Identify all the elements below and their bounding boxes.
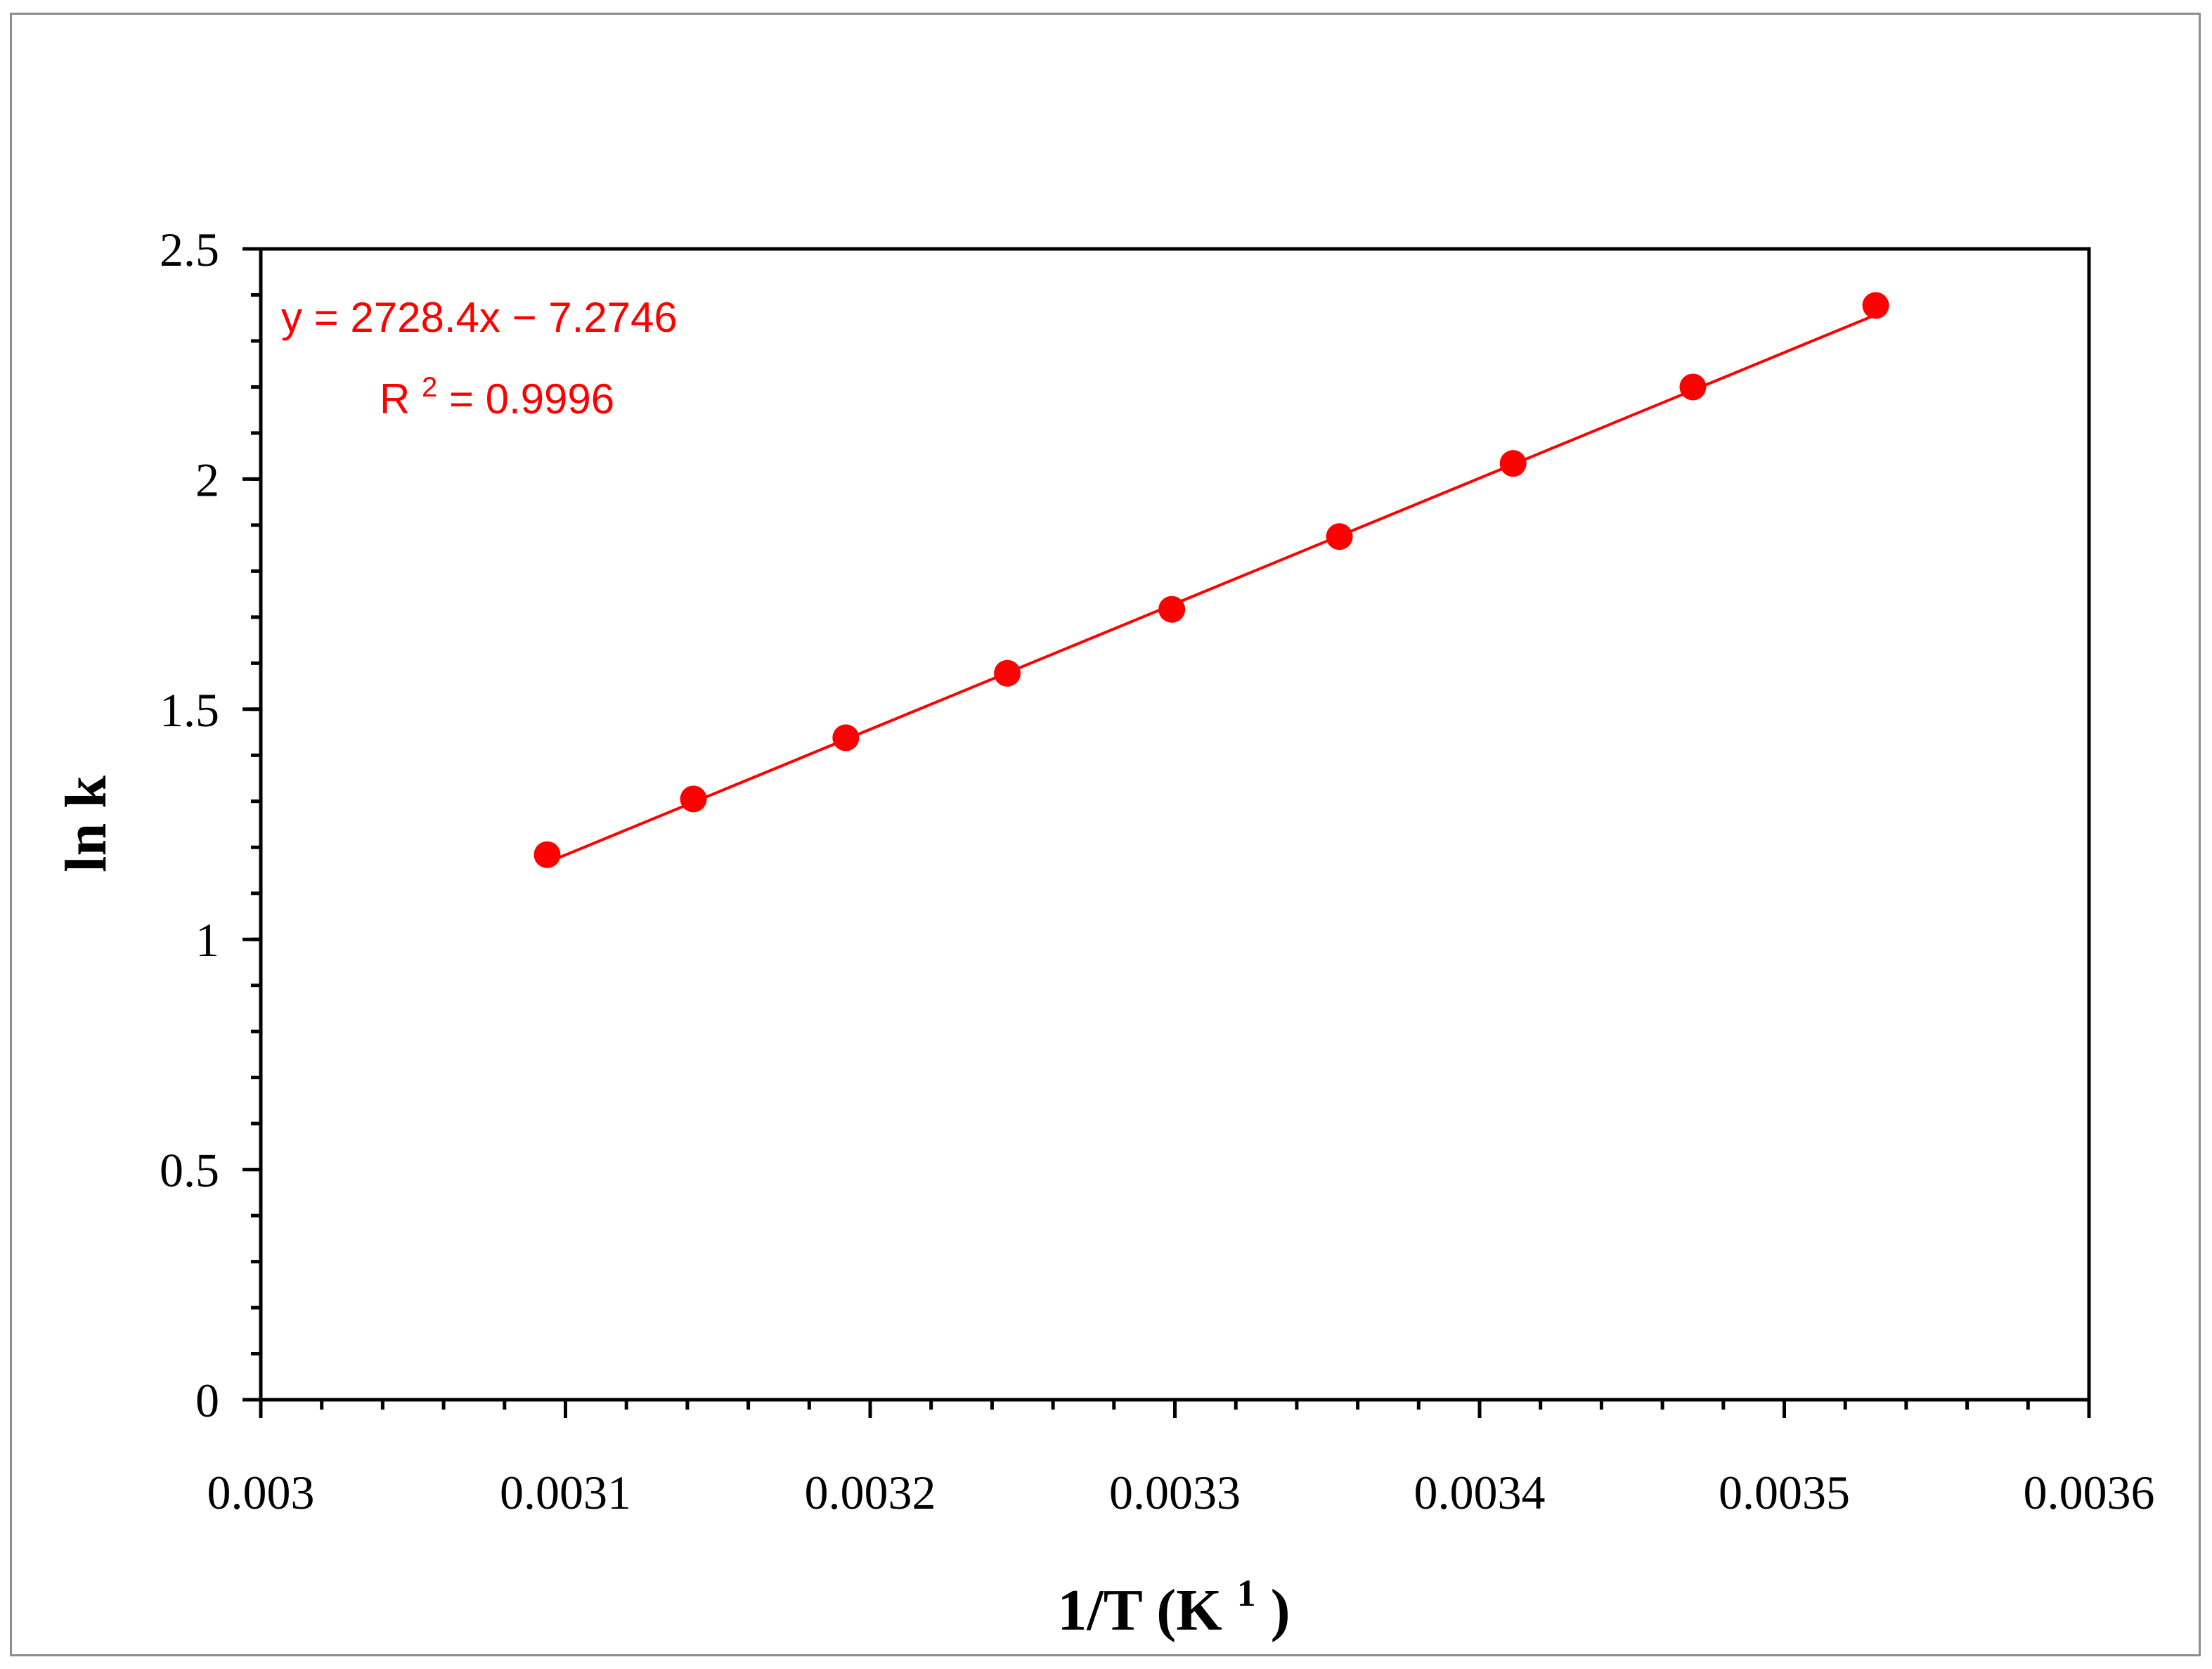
- data-point: [1326, 523, 1353, 550]
- trendline-equation: y = 2728.4x − 7.2746: [281, 294, 678, 341]
- x-axis-label-suffix: ): [1271, 1578, 1291, 1643]
- trendline-r-squared: R 2 = 0.9996: [380, 359, 614, 423]
- x-axis: 0.003 0.0031 0.0032 0.0033 0.0034 0.0035 0.003…: [207, 1400, 2155, 1519]
- y-tick-label: 2.5: [160, 223, 219, 276]
- y-tick-label: 0: [195, 1374, 219, 1427]
- data-point: [680, 785, 707, 813]
- r-squared-prefix: R: [380, 375, 410, 423]
- r-squared-superscript: 2: [422, 372, 437, 403]
- data-point: [832, 724, 860, 752]
- x-axis-label: 1/T (K 1 ): [1057, 1554, 1290, 1643]
- data-point: [1679, 373, 1707, 401]
- trendline: [546, 314, 1877, 864]
- y-axis: 0 0.5 1 1.5 2 2.5: [160, 223, 261, 1427]
- x-tick-label: 0.0032: [805, 1466, 936, 1519]
- data-point: [1499, 450, 1527, 477]
- data-point: [1862, 292, 1889, 319]
- data-point: [533, 841, 561, 868]
- x-tick-label: 0.0031: [500, 1466, 631, 1519]
- x-tick-label: 0.003: [207, 1466, 315, 1519]
- x-tick-label: 0.0034: [1414, 1466, 1546, 1519]
- x-tick-label: 0.0033: [1109, 1466, 1241, 1519]
- points-layer: [533, 292, 1889, 868]
- x-tick-label: 0.0035: [1719, 1466, 1850, 1519]
- data-point: [1158, 595, 1186, 623]
- y-tick-label: 0.5: [160, 1144, 219, 1197]
- trendline-layer: [546, 314, 1877, 864]
- x-tick-label: 0.0036: [2024, 1466, 2155, 1519]
- y-tick-label: 1: [195, 913, 219, 967]
- x-axis-label-superscript: 1: [1237, 1572, 1256, 1614]
- r-squared-value: = 0.9996: [449, 375, 614, 423]
- x-axis-label-main: 1/T (K: [1057, 1578, 1222, 1643]
- chart-frame: [10, 13, 2201, 1656]
- y-tick-label: 1.5: [160, 683, 219, 737]
- y-axis-label: ln k: [53, 775, 119, 872]
- y-tick-label: 2: [195, 453, 219, 506]
- data-point: [994, 659, 1021, 687]
